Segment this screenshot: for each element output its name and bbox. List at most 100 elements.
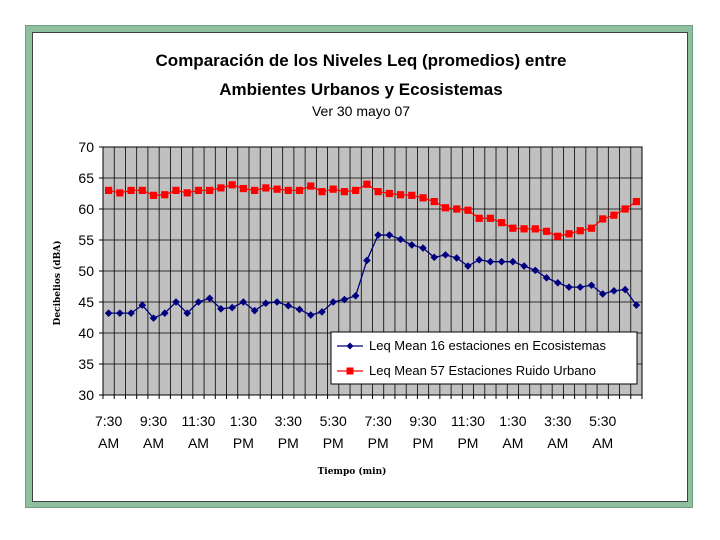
data-point — [486, 214, 495, 222]
x-tick-label-time: 11:30 — [181, 413, 215, 429]
data-point — [318, 308, 326, 316]
data-point — [486, 257, 495, 266]
chart-subtitle: Ver 30 mayo 07 — [312, 103, 410, 119]
data-point — [542, 227, 551, 235]
series-urbano — [105, 180, 640, 240]
x-tick-label-period: PM — [233, 435, 254, 451]
data-point — [385, 231, 394, 239]
x-tick-label-time: 9:30 — [140, 413, 167, 429]
x-tick-label-time: 7:30 — [364, 413, 391, 429]
data-point — [475, 214, 483, 222]
data-point — [172, 298, 180, 306]
y-tick-label: 65 — [78, 170, 94, 186]
data-point — [374, 231, 382, 239]
data-point — [632, 301, 641, 309]
data-point — [408, 241, 416, 249]
x-tick-label-period: AM — [143, 435, 164, 451]
data-point — [374, 188, 382, 196]
y-tick-label: 50 — [78, 263, 94, 279]
data-point — [138, 186, 146, 194]
data-point — [284, 186, 292, 194]
data-point — [419, 244, 427, 252]
data-point — [396, 191, 405, 199]
data-point — [599, 215, 607, 223]
y-tick-label: 40 — [78, 325, 94, 341]
data-point — [441, 204, 450, 212]
data-point — [610, 287, 618, 295]
data-point — [598, 290, 607, 298]
data-point — [587, 281, 596, 290]
legend-box — [330, 331, 638, 385]
legend-marker-urbano — [346, 367, 354, 375]
data-point — [576, 227, 584, 235]
legend-marker-ecosistemas — [346, 342, 354, 350]
series-lines — [104, 180, 641, 322]
x-axis-label: Tiempo (min) — [318, 466, 387, 477]
data-point — [565, 283, 573, 291]
data-point — [183, 309, 192, 317]
data-point — [295, 186, 304, 194]
data-point — [363, 256, 371, 265]
data-point — [183, 189, 191, 197]
data-point — [621, 285, 629, 294]
data-point — [295, 305, 304, 314]
data-point — [127, 186, 135, 194]
data-point — [408, 191, 416, 199]
data-point — [318, 188, 326, 196]
legend-label-urbano: Leq Mean 57 Estaciones Ruido Urbano — [369, 363, 596, 378]
data-point — [509, 224, 517, 232]
data-point — [138, 301, 147, 309]
data-point — [509, 257, 517, 266]
y-tick-label: 60 — [78, 201, 94, 217]
data-point — [396, 235, 405, 244]
data-point — [352, 186, 360, 194]
data-point — [610, 211, 618, 219]
y-tick-label: 35 — [78, 356, 94, 372]
data-point — [306, 311, 315, 319]
data-point — [116, 189, 124, 197]
data-point — [576, 283, 585, 291]
data-point — [217, 305, 225, 313]
data-point — [565, 230, 573, 238]
x-tick-label-time: 5:30 — [320, 413, 347, 429]
series-ecosistemas — [104, 231, 641, 322]
legend-label-ecosistemas: Leq Mean 16 estaciones en Ecosistemas — [369, 338, 607, 353]
data-point — [217, 184, 225, 192]
data-point — [475, 256, 483, 264]
data-point — [172, 186, 180, 194]
data-point — [262, 299, 270, 308]
data-point — [340, 188, 349, 196]
x-tick-label-period: PM — [278, 435, 299, 451]
data-point — [464, 262, 472, 270]
data-point — [554, 232, 562, 240]
x-tick-label-period: AM — [98, 435, 119, 451]
data-point — [228, 303, 236, 312]
data-point — [531, 225, 539, 233]
x-tick-label-period: AM — [547, 435, 568, 451]
data-point — [194, 298, 203, 306]
data-point — [206, 186, 214, 194]
data-point — [464, 206, 472, 214]
data-point — [385, 189, 393, 198]
x-tick-label-period: PM — [323, 435, 344, 451]
data-point — [329, 298, 337, 306]
x-tick-label-period: AM — [502, 435, 523, 451]
x-tick-labels: 7:30 AM 9:30 AM 11:30 AM 1:30 PM 3:30 PM 5:30 PM 7:3… — [95, 413, 617, 451]
data-point — [430, 253, 439, 262]
data-point — [520, 225, 528, 233]
data-point — [351, 292, 360, 300]
data-point — [105, 186, 113, 194]
data-point — [452, 254, 461, 262]
data-point — [340, 295, 349, 304]
data-point — [419, 194, 427, 202]
y-tick-label: 30 — [78, 387, 94, 403]
chart-title-line1: Comparación de los Niveles Leq (promedio… — [156, 51, 567, 70]
data-point — [587, 224, 596, 232]
x-tick-label-time: 1:30 — [499, 413, 526, 429]
y-axis-label: Decibelios (dBA) — [52, 241, 63, 326]
x-tick-label-time: 9:30 — [409, 413, 436, 429]
x-tick-label-period: AM — [188, 435, 209, 451]
data-point — [520, 262, 528, 270]
x-tick-label-time: 3:30 — [275, 413, 302, 429]
